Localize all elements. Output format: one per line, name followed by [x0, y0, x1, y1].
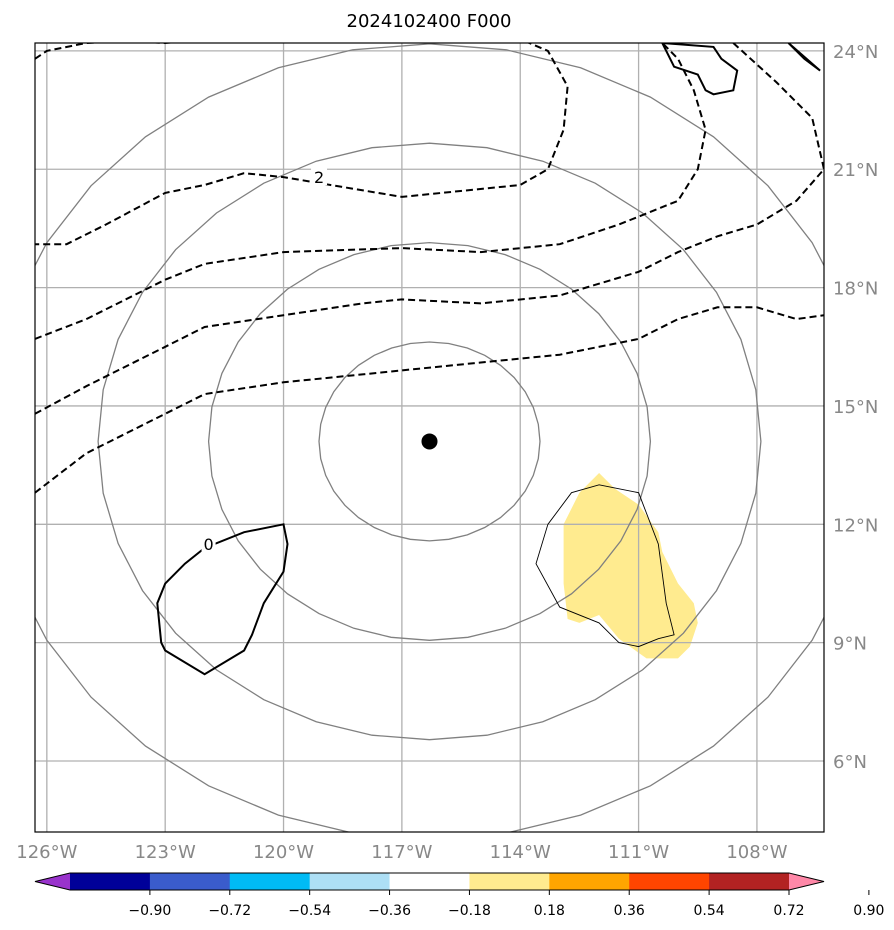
x-tick-label: 108°W [726, 842, 787, 863]
y-tick-label: 15°N [833, 397, 878, 418]
colorbar-segment [469, 873, 550, 890]
colorbar-label: 0.72 [773, 903, 804, 919]
colorbar-extend-low [35, 873, 70, 890]
colorbar-outline [34, 872, 825, 891]
colorbar-label: −0.72 [208, 903, 251, 919]
x-tick-label: 114°W [490, 842, 551, 863]
colorbar-segment [70, 873, 151, 890]
gridlines [35, 43, 824, 832]
dashed-contour [35, 168, 824, 415]
range-ring [207, 241, 652, 641]
center-marker [421, 433, 438, 450]
colorbar-label: 0.90 [853, 903, 884, 919]
colorbar-segment [629, 873, 710, 890]
x-tick-label: 126°W [16, 842, 77, 863]
x-tick-label: 120°W [253, 842, 314, 863]
colorbar-segment [229, 873, 311, 890]
dashed-contour [732, 43, 824, 170]
y-tick-label: 21°N [833, 160, 878, 181]
y-tick-label: 12°N [833, 515, 878, 536]
x-tick-label: 123°W [135, 842, 196, 863]
x-tick-labels: 126°W 123°W 120°W 117°W 114°W 111°W 108°W [16, 842, 787, 863]
x-tick-label: 111°W [608, 842, 669, 863]
colorbar-label: −0.18 [448, 903, 491, 919]
colorbar-label: 0.36 [614, 903, 645, 919]
solid-contour [661, 43, 739, 96]
range-ring [97, 142, 762, 741]
range-ring [318, 341, 541, 542]
colorbar-label: −0.54 [288, 903, 331, 919]
outline-polygon [535, 484, 675, 648]
shaded-region [563, 473, 698, 659]
dashed-contour [35, 43, 569, 246]
x-tick-label: 117°W [371, 842, 432, 863]
range-ring [35, 43, 824, 832]
contour-label: 0 [203, 535, 213, 554]
y-tick-labels: 6°N 9°N 12°N 15°N 18°N 21°N 24°N [833, 42, 878, 773]
colorbar-label: −0.36 [368, 903, 411, 919]
y-tick-label: 6°N [833, 752, 867, 773]
solid-contour [787, 43, 821, 72]
colorbar-label: −0.90 [128, 903, 171, 919]
colorbar-segment [149, 873, 231, 890]
plot-frame [34, 42, 825, 833]
contour-label-bg [201, 534, 216, 553]
dashed-contour [35, 306, 824, 494]
shaded-layer [563, 473, 698, 659]
colorbar-segment [709, 873, 790, 890]
colorbar-segment [549, 873, 630, 890]
colorbar-label: 0.54 [694, 903, 725, 919]
center-marker-group [421, 433, 438, 450]
contour-label: 2 [314, 168, 324, 187]
contour-label-bg [311, 167, 328, 186]
solid-contour [156, 523, 289, 676]
chart-title: 2024102400 F000 [347, 11, 512, 32]
contours: 20 [35, 43, 824, 676]
colorbar-label: 0.18 [534, 903, 565, 919]
y-tick-label: 18°N [833, 279, 878, 300]
colorbar: −0.90 −0.72 −0.54 −0.36 −0.18 0.18 0.36 0.54 0.7… [34, 872, 884, 919]
y-tick-label: 9°N [833, 634, 867, 655]
colorbar-segment [309, 873, 391, 890]
colorbar-extend-high [789, 873, 824, 890]
colorbar-segment [389, 873, 470, 890]
dashed-contour [35, 43, 707, 340]
range-rings [35, 43, 824, 832]
y-tick-label: 24°N [833, 42, 878, 63]
